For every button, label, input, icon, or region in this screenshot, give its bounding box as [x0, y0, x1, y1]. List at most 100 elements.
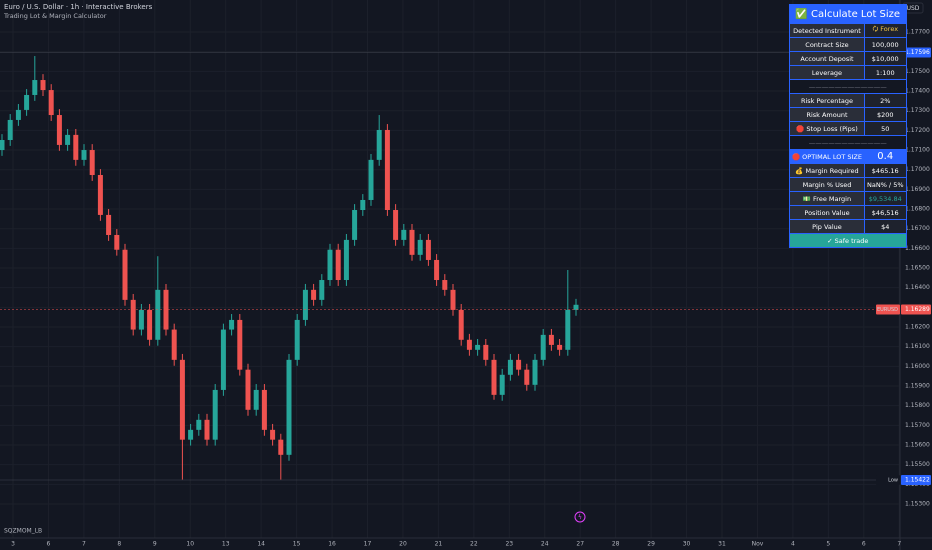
candle-body: [65, 134, 71, 145]
x-tick-label: 10: [186, 541, 194, 548]
candle-body: [311, 289, 317, 300]
x-tick-label: 7: [897, 541, 901, 548]
event-icon-glyph[interactable]: ϟ: [578, 514, 582, 521]
y-tick-label: 1.15800: [905, 402, 930, 409]
y-tick-label: 1.16200: [905, 324, 930, 331]
row-value: 🗘 Forex: [863, 23, 907, 38]
x-tick-label: 5: [826, 541, 830, 548]
candle-body: [171, 329, 177, 360]
row-label: Account Deposit: [789, 51, 865, 66]
row-label: Risk Amount: [789, 107, 865, 122]
candle-body: [499, 374, 505, 395]
price-tag: [876, 474, 900, 485]
candle-body: [294, 319, 300, 360]
x-tick-label: 22: [470, 541, 478, 548]
x-tick-label: 4: [791, 541, 795, 548]
row-label: 🛑 OPTIMAL LOT SIZE: [789, 149, 865, 164]
currency[interactable]: USD: [907, 5, 920, 12]
row-value: NaN% / 5%: [863, 177, 907, 192]
candle-body: [179, 359, 185, 440]
x-tick-label: 27: [576, 541, 584, 548]
candle-body: [204, 419, 210, 440]
row-value: $465.16: [863, 163, 907, 178]
candle-body: [327, 249, 333, 281]
candle-body: [114, 234, 120, 250]
row-label: 💰 Margin Required: [789, 163, 865, 178]
candle-body: [0, 140, 5, 151]
y-tick-label: 1.16900: [905, 186, 930, 193]
row-value: 2%: [863, 93, 907, 108]
y-tick-label: 1.16700: [905, 225, 930, 232]
x-tick-label: 24: [541, 541, 549, 548]
candle-body: [81, 150, 87, 160]
row-label: Pip Value: [789, 219, 865, 234]
x-tick-label: Nov: [752, 541, 764, 548]
grid: [0, 0, 900, 538]
candle-body: [360, 199, 366, 211]
candle-body: [319, 280, 325, 300]
y-tick-label: 1.17000: [905, 166, 930, 173]
y-tick-label: 1.15300: [905, 500, 930, 507]
candle-body: [302, 289, 308, 320]
price-tag-label: EURUSD: [877, 307, 898, 313]
candle-body: [548, 334, 554, 345]
event-icon[interactable]: [574, 511, 586, 523]
row-value: 100,000: [863, 37, 907, 52]
candle-body: [32, 80, 38, 95]
candle-body: [352, 210, 358, 240]
candle-body: [540, 334, 546, 360]
x-tick-label: 20: [399, 541, 407, 548]
candle-body: [466, 339, 472, 350]
price-box: [901, 47, 931, 58]
candle-body: [434, 259, 440, 281]
x-tick-label: 16: [328, 541, 336, 548]
y-tick-label: 1.16100: [905, 343, 930, 350]
x-tick-label: 8: [117, 541, 121, 548]
candle-body: [56, 115, 62, 145]
candle-body: [286, 359, 292, 455]
candle-body: [425, 239, 431, 260]
candle-body: [532, 359, 538, 385]
candle-body: [401, 229, 407, 240]
x-tick-label: 6: [47, 541, 51, 548]
x-tick-label: 29: [647, 541, 655, 548]
price-tag-label: Low: [888, 477, 898, 483]
candle-body: [393, 210, 399, 240]
separator: ————————————: [789, 135, 907, 150]
y-tick-label: 1.15600: [905, 441, 930, 448]
price-box: [901, 304, 931, 315]
candle-body: [122, 249, 128, 300]
candle-body: [73, 134, 79, 160]
row-value: $4: [863, 219, 907, 234]
panel-header: ✅ Calculate Lot Size: [789, 4, 907, 24]
y-tick-label: 1.16000: [905, 363, 930, 370]
price-tag: [876, 304, 900, 315]
row-label: Position Value: [789, 205, 865, 220]
candle-body: [442, 280, 448, 290]
candle-body: [450, 289, 456, 310]
candle-body: [196, 419, 202, 430]
candle-body: [335, 249, 341, 281]
candle-body: [376, 129, 382, 160]
indicator-label: SQZMOM_LB: [4, 528, 42, 535]
candle-body: [155, 289, 161, 340]
candle-body: [138, 309, 144, 330]
x-tick-label: 15: [293, 541, 301, 548]
candle-body: [15, 109, 21, 120]
candle-body: [483, 344, 489, 360]
candle-body: [458, 309, 464, 340]
x-tick-label: 28: [612, 541, 620, 548]
candle-body: [565, 309, 571, 350]
price-box-label: 1.15422: [905, 476, 930, 483]
y-tick-label: 1.16500: [905, 265, 930, 272]
row-label: Contract Size: [789, 37, 865, 52]
candle-body: [507, 359, 513, 375]
candle-body: [106, 214, 112, 235]
x-tick-label: 23: [505, 541, 513, 548]
x-tick-label: 7: [82, 541, 86, 548]
candle-body: [278, 439, 284, 455]
y-tick-label: 1.17200: [905, 127, 930, 134]
row-label: Risk Percentage: [789, 93, 865, 108]
x-tick-label: 3: [11, 541, 15, 548]
